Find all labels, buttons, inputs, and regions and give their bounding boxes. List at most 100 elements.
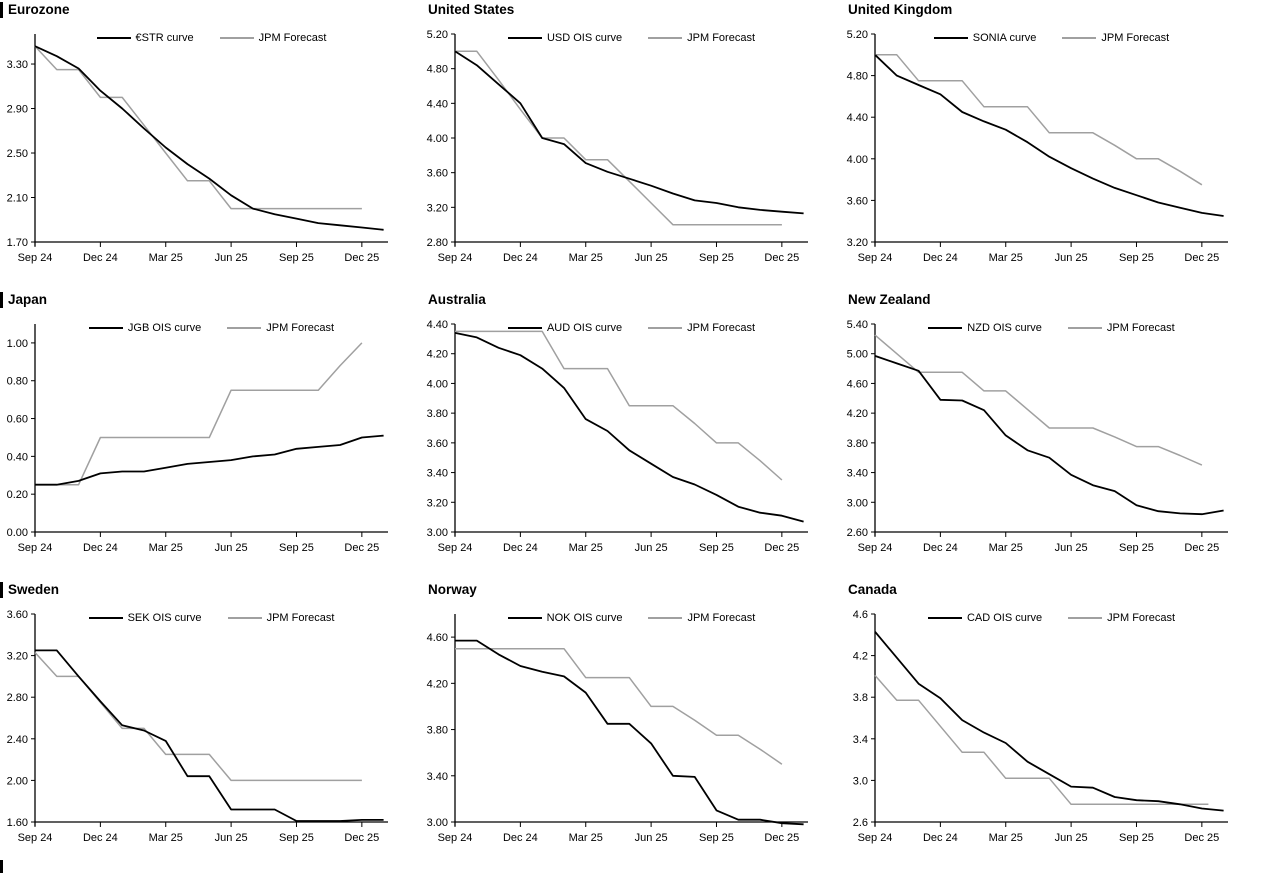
series-line-sample (1068, 617, 1103, 619)
svg-text:3.8: 3.8 (853, 692, 868, 704)
svg-text:Sep 25: Sep 25 (279, 542, 314, 554)
svg-text:0.40: 0.40 (7, 451, 28, 463)
svg-text:3.00: 3.00 (847, 497, 868, 509)
svg-text:3.20: 3.20 (427, 497, 448, 509)
series-label: JPM Forecast (1101, 32, 1170, 44)
series-line-sample (88, 617, 123, 619)
svg-text:4.20: 4.20 (427, 349, 448, 361)
svg-text:Mar 25: Mar 25 (989, 252, 1023, 264)
svg-text:Sep 24: Sep 24 (438, 832, 473, 844)
svg-text:Sep 24: Sep 24 (438, 252, 473, 264)
chart-legend: USD OIS curve JPM Forecast (455, 31, 808, 45)
svg-text:3.60: 3.60 (7, 609, 28, 621)
svg-text:Sep 24: Sep 24 (858, 252, 893, 264)
svg-text:Mar 25: Mar 25 (989, 542, 1023, 554)
chart-title: New Zealand (848, 292, 931, 307)
chart-legend: AUD OIS curve JPM Forecast (455, 321, 808, 335)
chart-title: United Kingdom (848, 2, 953, 17)
svg-text:5.20: 5.20 (427, 29, 448, 41)
svg-text:Dec 25: Dec 25 (1184, 252, 1219, 264)
svg-text:3.60: 3.60 (427, 168, 448, 180)
series-label: JPM Forecast (258, 32, 327, 44)
series-label: USD OIS curve (546, 32, 623, 44)
section-marker (0, 292, 3, 308)
svg-text:3.80: 3.80 (847, 438, 868, 450)
series-line-sample (648, 327, 683, 329)
svg-text:4.00: 4.00 (847, 154, 868, 166)
series-label: JPM Forecast (266, 612, 335, 624)
plot-area: 5.20 4.80 4.40 4.00 3.60 3.20 2.80 Sep 24 Dec 24… (427, 29, 808, 264)
svg-text:2.80: 2.80 (7, 692, 28, 704)
svg-text:Dec 24: Dec 24 (923, 252, 958, 264)
svg-text:Mar 25: Mar 25 (569, 542, 603, 554)
svg-text:0.20: 0.20 (7, 489, 28, 501)
svg-text:Sep 25: Sep 25 (699, 832, 734, 844)
svg-text:Mar 25: Mar 25 (569, 252, 603, 264)
svg-text:Dec 24: Dec 24 (503, 832, 538, 844)
series-label: SEK OIS curve (127, 612, 202, 624)
svg-text:Mar 25: Mar 25 (149, 542, 183, 554)
series-label: CAD OIS curve (966, 612, 1043, 624)
svg-text:3.20: 3.20 (847, 237, 868, 249)
svg-text:2.00: 2.00 (7, 775, 28, 787)
svg-text:Mar 25: Mar 25 (569, 832, 603, 844)
svg-text:Sep 25: Sep 25 (279, 832, 314, 844)
chart-legend: SEK OIS curve JPM Forecast (35, 611, 388, 625)
series-line-sample (933, 37, 968, 39)
svg-text:4.40: 4.40 (427, 98, 448, 110)
svg-text:Dec 25: Dec 25 (344, 832, 379, 844)
svg-text:4.6: 4.6 (853, 609, 868, 621)
series-label: JGB OIS curve (127, 322, 202, 334)
svg-text:Jun 25: Jun 25 (635, 252, 668, 264)
svg-text:Jun 25: Jun 25 (635, 832, 668, 844)
svg-text:Sep 24: Sep 24 (18, 252, 53, 264)
series-line-sample (219, 37, 254, 39)
svg-text:3.40: 3.40 (847, 468, 868, 480)
svg-text:4.20: 4.20 (847, 408, 868, 420)
series-line-sample (227, 617, 262, 619)
svg-text:Dec 25: Dec 25 (344, 252, 379, 264)
chart-legend: SONIA curve JPM Forecast (875, 31, 1228, 45)
svg-text:Sep 24: Sep 24 (858, 542, 893, 554)
svg-text:4.20: 4.20 (427, 678, 448, 690)
svg-text:3.40: 3.40 (427, 468, 448, 480)
plot-area: 4.40 4.20 4.00 3.80 3.60 3.40 3.20 3.00 Sep 24 De… (427, 319, 808, 554)
svg-text:1.60: 1.60 (7, 817, 28, 829)
svg-text:2.80: 2.80 (427, 237, 448, 249)
chart-canada: Canada CAD OIS curve JPM Forecast 4.6 4.2… (840, 580, 1264, 873)
series-line-sample (1067, 327, 1102, 329)
svg-text:Dec 24: Dec 24 (923, 832, 958, 844)
chart-legend: CAD OIS curve JPM Forecast (875, 611, 1228, 625)
svg-text:Jun 25: Jun 25 (215, 832, 248, 844)
svg-text:Sep 25: Sep 25 (1119, 832, 1154, 844)
svg-text:4.00: 4.00 (427, 378, 448, 390)
series-label: SONIA curve (972, 32, 1037, 44)
chart-legend: €STR curve JPM Forecast (35, 31, 388, 45)
svg-text:3.40: 3.40 (427, 771, 448, 783)
series-line-sample (927, 617, 962, 619)
plot-area: 3.30 2.90 2.50 2.10 1.70 Sep 24 Dec 24 Mar 25 Ju… (7, 34, 388, 264)
svg-text:3.60: 3.60 (847, 195, 868, 207)
svg-text:2.50: 2.50 (7, 148, 28, 160)
svg-text:Dec 25: Dec 25 (344, 542, 379, 554)
series-line-sample (648, 37, 683, 39)
svg-text:2.6: 2.6 (853, 817, 868, 829)
svg-text:4.00: 4.00 (427, 133, 448, 145)
svg-text:Sep 24: Sep 24 (858, 832, 893, 844)
plot-area: 3.60 3.20 2.80 2.40 2.00 1.60 Sep 24 Dec 24 Mar … (7, 609, 388, 844)
svg-text:Sep 24: Sep 24 (18, 542, 53, 554)
svg-text:Dec 25: Dec 25 (764, 542, 799, 554)
svg-text:Jun 25: Jun 25 (1055, 832, 1088, 844)
svg-text:Dec 24: Dec 24 (503, 542, 538, 554)
svg-text:Mar 25: Mar 25 (989, 832, 1023, 844)
chart-title: Australia (428, 292, 486, 307)
svg-text:5.20: 5.20 (847, 29, 868, 41)
series-label: JPM Forecast (1107, 612, 1176, 624)
svg-text:3.30: 3.30 (7, 59, 28, 71)
series-label: AUD OIS curve (546, 322, 623, 334)
svg-text:Sep 25: Sep 25 (699, 542, 734, 554)
series-line-sample (648, 617, 683, 619)
series-line-sample (96, 37, 131, 39)
svg-text:Dec 24: Dec 24 (503, 252, 538, 264)
